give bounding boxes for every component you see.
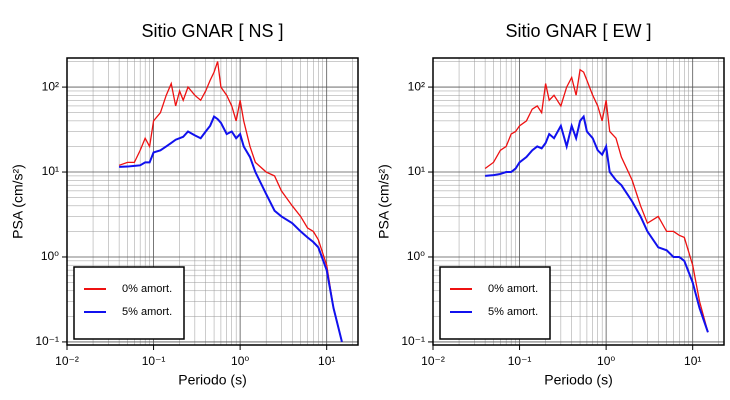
y-axis-label: PSA (cm/s²) <box>376 164 392 239</box>
y-axis-label: PSA (cm/s²) <box>10 164 26 239</box>
legend-box <box>73 266 185 340</box>
x-tick-label: 10¹ <box>318 354 335 368</box>
series-line <box>485 114 709 333</box>
legend-label: 0% amort. <box>122 283 172 295</box>
x-tick-label: 10¹ <box>684 354 701 368</box>
x-axis-label: Periodo (s) <box>544 372 612 388</box>
x-tick-label: 10⁰ <box>231 354 249 368</box>
legend-label: 5% amort. <box>122 306 172 318</box>
series-line <box>119 115 343 343</box>
y-tick-label: 10¹ <box>408 164 425 178</box>
y-tick-label: 10⁻¹ <box>401 334 425 348</box>
x-tick-label: 10⁰ <box>597 354 615 368</box>
y-tick-label: 10⁰ <box>41 249 59 263</box>
plot-frame <box>66 57 359 346</box>
y-tick-label: 10⁻¹ <box>35 334 59 348</box>
y-tick-label: 10⁰ <box>407 249 425 263</box>
x-tick-label: 10⁻² <box>421 354 445 368</box>
series-line <box>118 61 343 343</box>
x-tick-label: 10⁻² <box>55 354 79 368</box>
chart-title: Sitio GNAR [ EW ] <box>505 21 651 41</box>
legend-label: 5% amort. <box>488 306 538 318</box>
legend-label: 0% amort. <box>488 283 538 295</box>
plot-frame <box>432 57 725 346</box>
plot: 10⁻² 10⁻¹ 10⁰ 10¹ 10⁻¹ 10⁰ 10¹ 10² Sitio GNAR [ … <box>376 21 725 388</box>
legend-box <box>439 266 551 340</box>
chart-title: Sitio GNAR [ NS ] <box>141 21 283 41</box>
x-tick-label: 10⁻¹ <box>508 354 532 368</box>
plot: 10⁻² 10⁻¹ 10⁰ 10¹ 10⁻¹ 10⁰ 10¹ 10² Sitio GNAR [ … <box>10 21 359 388</box>
x-tick-label: 10⁻¹ <box>142 354 166 368</box>
y-tick-label: 10² <box>42 79 59 93</box>
series-line <box>484 68 709 333</box>
y-tick-label: 10¹ <box>42 164 59 178</box>
x-axis-label: Periodo (s) <box>178 372 246 388</box>
y-tick-label: 10² <box>408 79 425 93</box>
